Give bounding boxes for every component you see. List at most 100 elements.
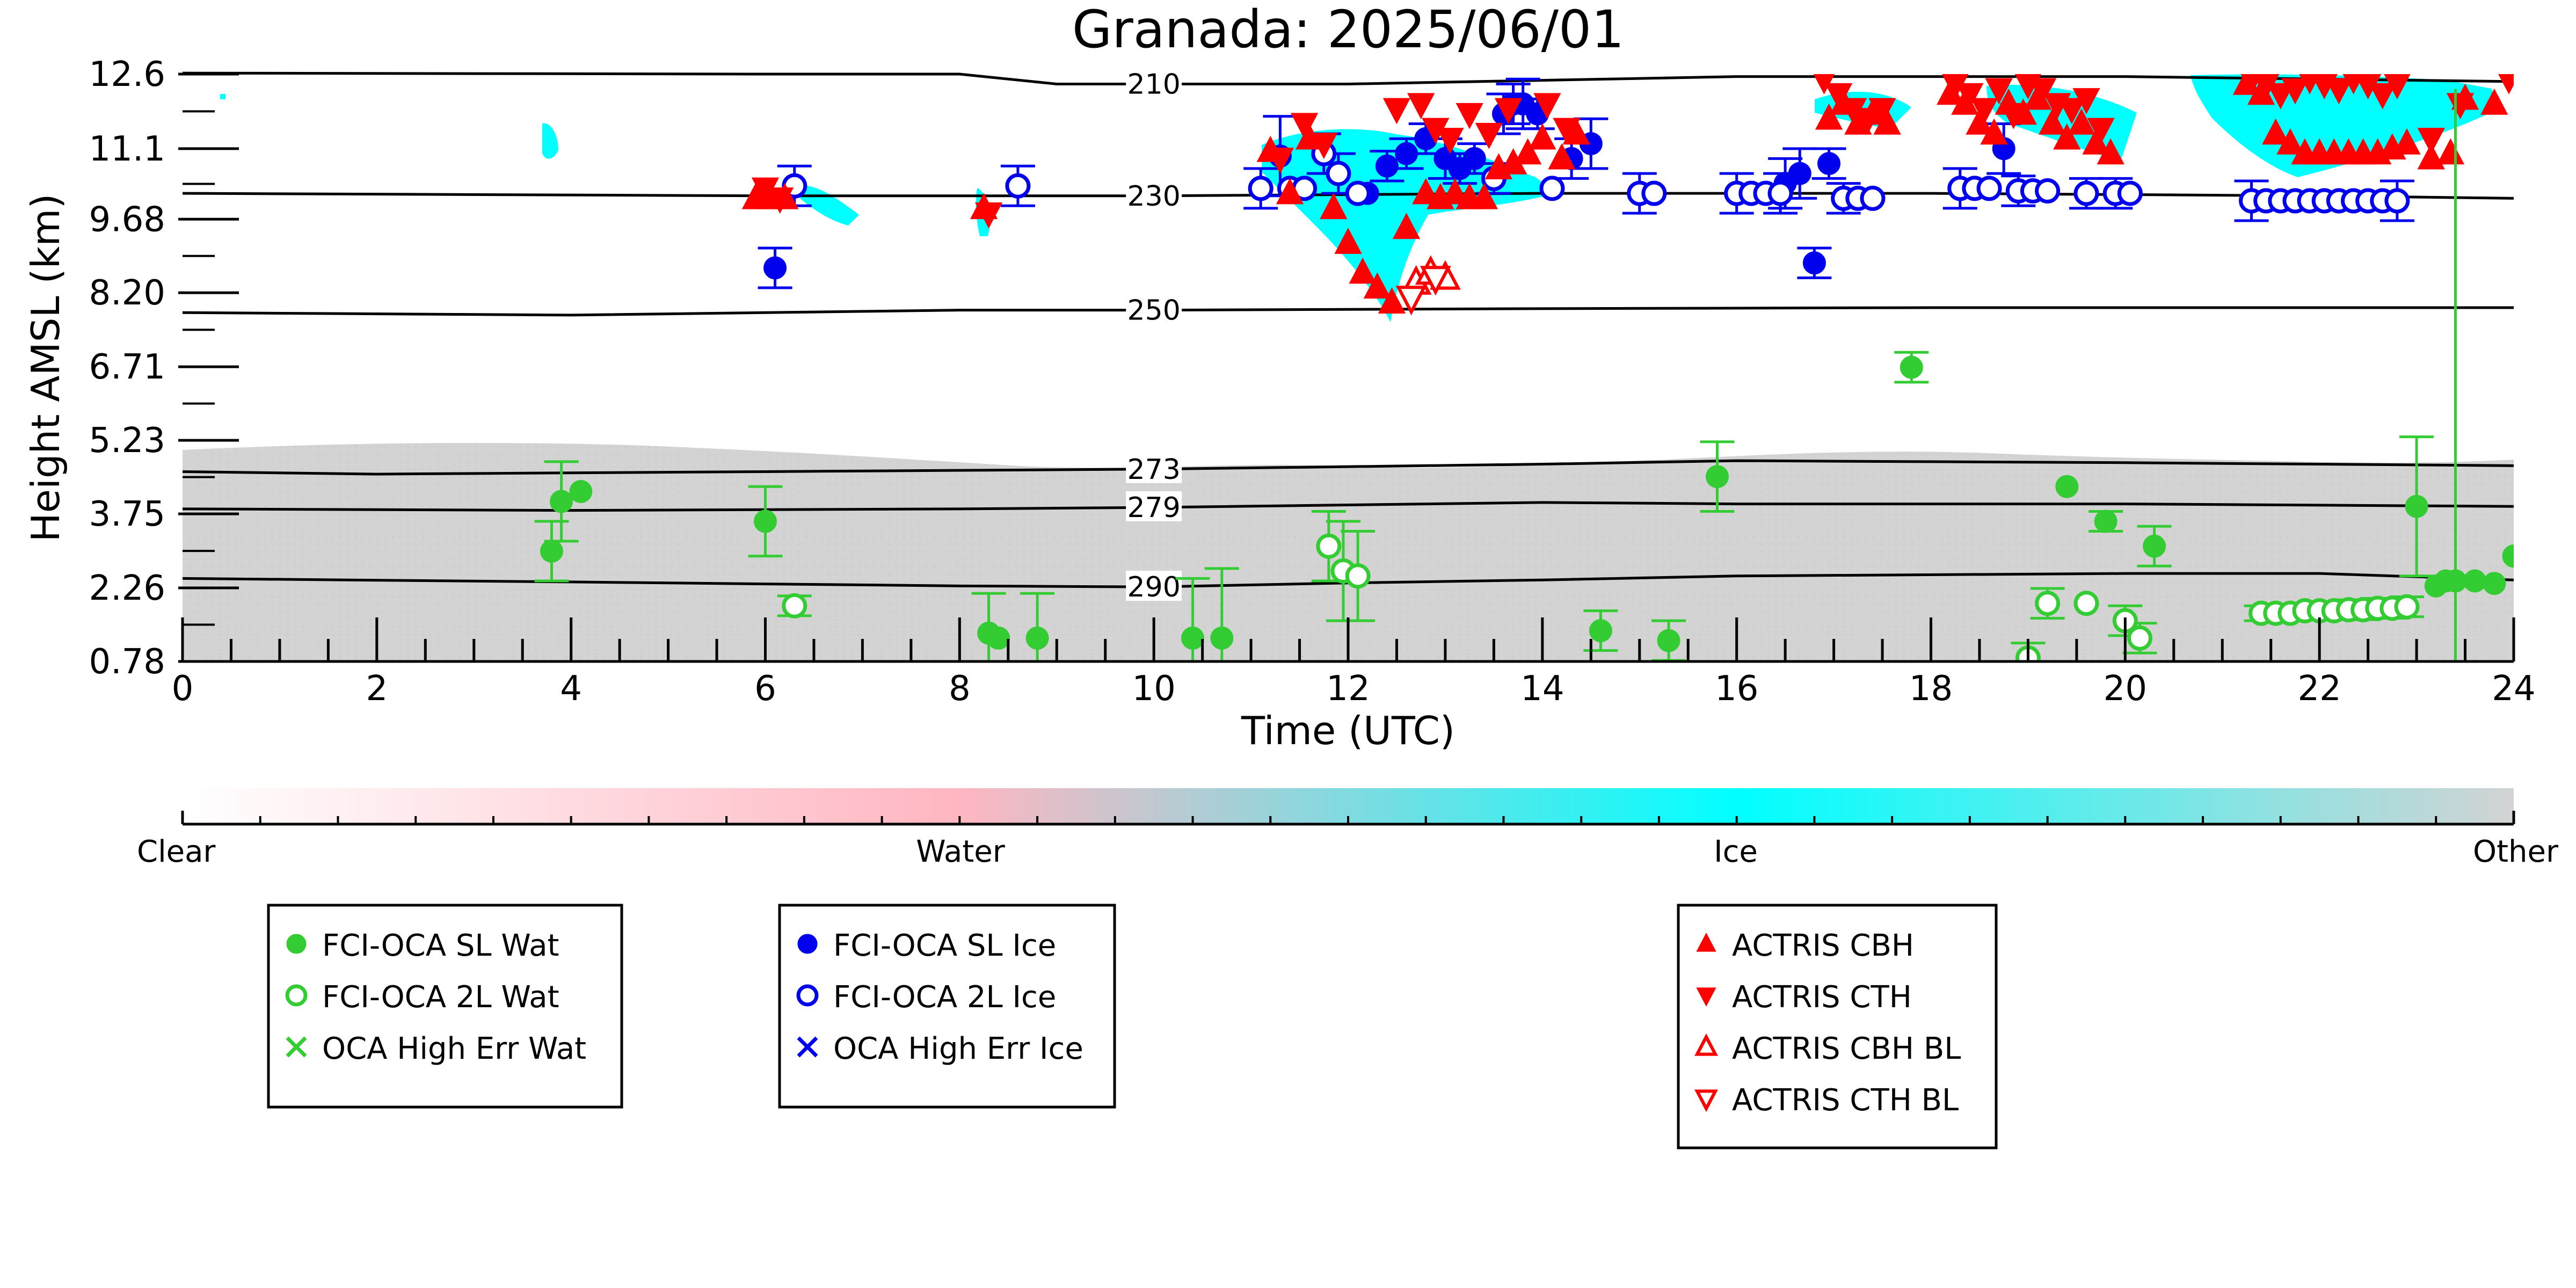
data-point	[2028, 78, 2057, 105]
data-point	[2384, 74, 2411, 100]
data-point	[2446, 93, 2475, 120]
isotherm-label-bg	[1126, 68, 1182, 98]
legend-label: ACTRIS CTH	[1732, 980, 1912, 1015]
data-point	[2127, 625, 2152, 651]
isotherm-279-label: 279	[1127, 492, 1181, 524]
data-point	[1705, 465, 1729, 489]
data-point	[540, 540, 563, 563]
data-point	[974, 202, 1003, 229]
legend-label: FCI-OCA 2L Ice	[833, 980, 1056, 1015]
data-point	[1345, 180, 1371, 206]
series-actris-cth-bl	[1395, 266, 1451, 316]
legend-frame	[778, 904, 1116, 1109]
data-point	[766, 187, 794, 214]
y-tick-label: 2.26	[89, 569, 166, 608]
colorbar-label: Other	[2473, 834, 2559, 869]
y-tick-label: 8.20	[89, 273, 166, 313]
isotherm-label-bg	[1126, 179, 1182, 210]
data-point	[2035, 178, 2061, 204]
data-point	[987, 626, 1010, 650]
data-point	[1326, 161, 1351, 186]
data-point	[1817, 152, 1841, 176]
data-point	[2068, 108, 2095, 135]
x-tick-label: 18	[1909, 669, 1953, 709]
data-point	[1420, 266, 1451, 296]
x-axis-label: Time (UTC)	[1241, 708, 1455, 753]
data-point	[1290, 113, 1319, 140]
data-point	[1395, 142, 1418, 165]
data-point	[1999, 103, 2027, 129]
series-fci-oca-sl-ice	[758, 77, 2021, 289]
data-point	[2117, 180, 2143, 206]
x-tick-label: 12	[1326, 669, 1370, 709]
isotherm-290-label: 290	[1127, 571, 1181, 603]
data-point	[2325, 78, 2353, 105]
data-point	[1248, 176, 1274, 201]
isotherm-label-bg	[1126, 571, 1182, 601]
data-point	[2143, 534, 2166, 558]
isotherm-279-line	[182, 501, 2514, 512]
data-point	[1824, 83, 1853, 110]
data-point	[1349, 257, 1377, 284]
data-point	[1860, 185, 1886, 211]
legend-frame	[267, 904, 623, 1109]
legend-marker	[796, 984, 819, 1007]
isotherm-273-line	[182, 459, 2514, 476]
data-point	[1462, 147, 1486, 170]
data-point	[2097, 138, 2124, 165]
data-point	[1456, 103, 1483, 129]
data-point	[1334, 228, 1362, 254]
data-point	[2055, 475, 2079, 498]
legend-marker	[286, 1036, 307, 1058]
data-point	[2262, 118, 2290, 145]
isotherm-label-bg	[1126, 491, 1182, 522]
data-point	[2267, 83, 2295, 110]
legend-label: OCA High Err Ice	[833, 1031, 1083, 1066]
legend-marker	[797, 1036, 818, 1058]
data-point	[1873, 108, 1901, 135]
data-point	[782, 593, 807, 618]
data-point	[2082, 128, 2110, 155]
data-point	[1548, 143, 1576, 170]
colorbar-label: Clear	[137, 834, 216, 869]
x-tick-label: 8	[949, 669, 971, 709]
data-point	[2087, 118, 2115, 144]
x-tick-label: 2	[366, 669, 388, 709]
data-series	[534, 74, 2514, 661]
x-tick-label: 14	[1520, 669, 1564, 709]
y-tick-label: 5.23	[89, 421, 166, 461]
isotherm-250-line	[182, 306, 2514, 317]
legend-box-3: ACTRIS CBH ACTRIS CTH ACTRIS CBH BL ACTRIS …	[1677, 904, 1998, 1149]
x-tick-label: 4	[560, 669, 582, 709]
legend-label: ACTRIS CBH	[1732, 928, 1914, 963]
colorbar-label: Ice	[1714, 834, 1758, 869]
isotherm-lines: 210 230 250 273 279 290	[182, 68, 2514, 603]
data-point	[1470, 183, 1498, 209]
legend-frame	[1677, 904, 1998, 1149]
colorbar-label: Water	[916, 834, 1006, 869]
isotherm-273-label: 273	[1127, 454, 1181, 486]
isotherm-label-bg	[1126, 294, 1182, 324]
data-point	[1395, 286, 1427, 316]
data-point	[1813, 74, 1835, 94]
data-point	[1320, 193, 1348, 220]
data-point	[1985, 78, 2013, 105]
data-point	[1539, 176, 1565, 201]
data-point	[754, 510, 777, 533]
data-point	[2384, 188, 2410, 214]
chart-title: Granada: 2025/06/01	[1072, 0, 1624, 60]
data-point	[1802, 251, 1826, 275]
data-point	[1378, 287, 1406, 314]
data-point	[1375, 154, 1399, 178]
x-tick-label: 20	[2104, 669, 2147, 709]
data-point	[1767, 180, 1793, 206]
series-fci-oca-2l-ice	[777, 132, 2414, 222]
data-point	[1900, 355, 1923, 379]
data-point	[1382, 98, 1411, 125]
plot-axes: 0 2 4 6 8 10 12 14 16 18 20 22 240.782.263.755.236.7…	[89, 55, 2536, 709]
data-point	[2417, 143, 2445, 170]
data-point	[2502, 544, 2514, 568]
series-fci-oca-2l-wat	[777, 510, 2424, 661]
data-point	[1966, 108, 1993, 135]
data-point	[2073, 180, 2099, 206]
